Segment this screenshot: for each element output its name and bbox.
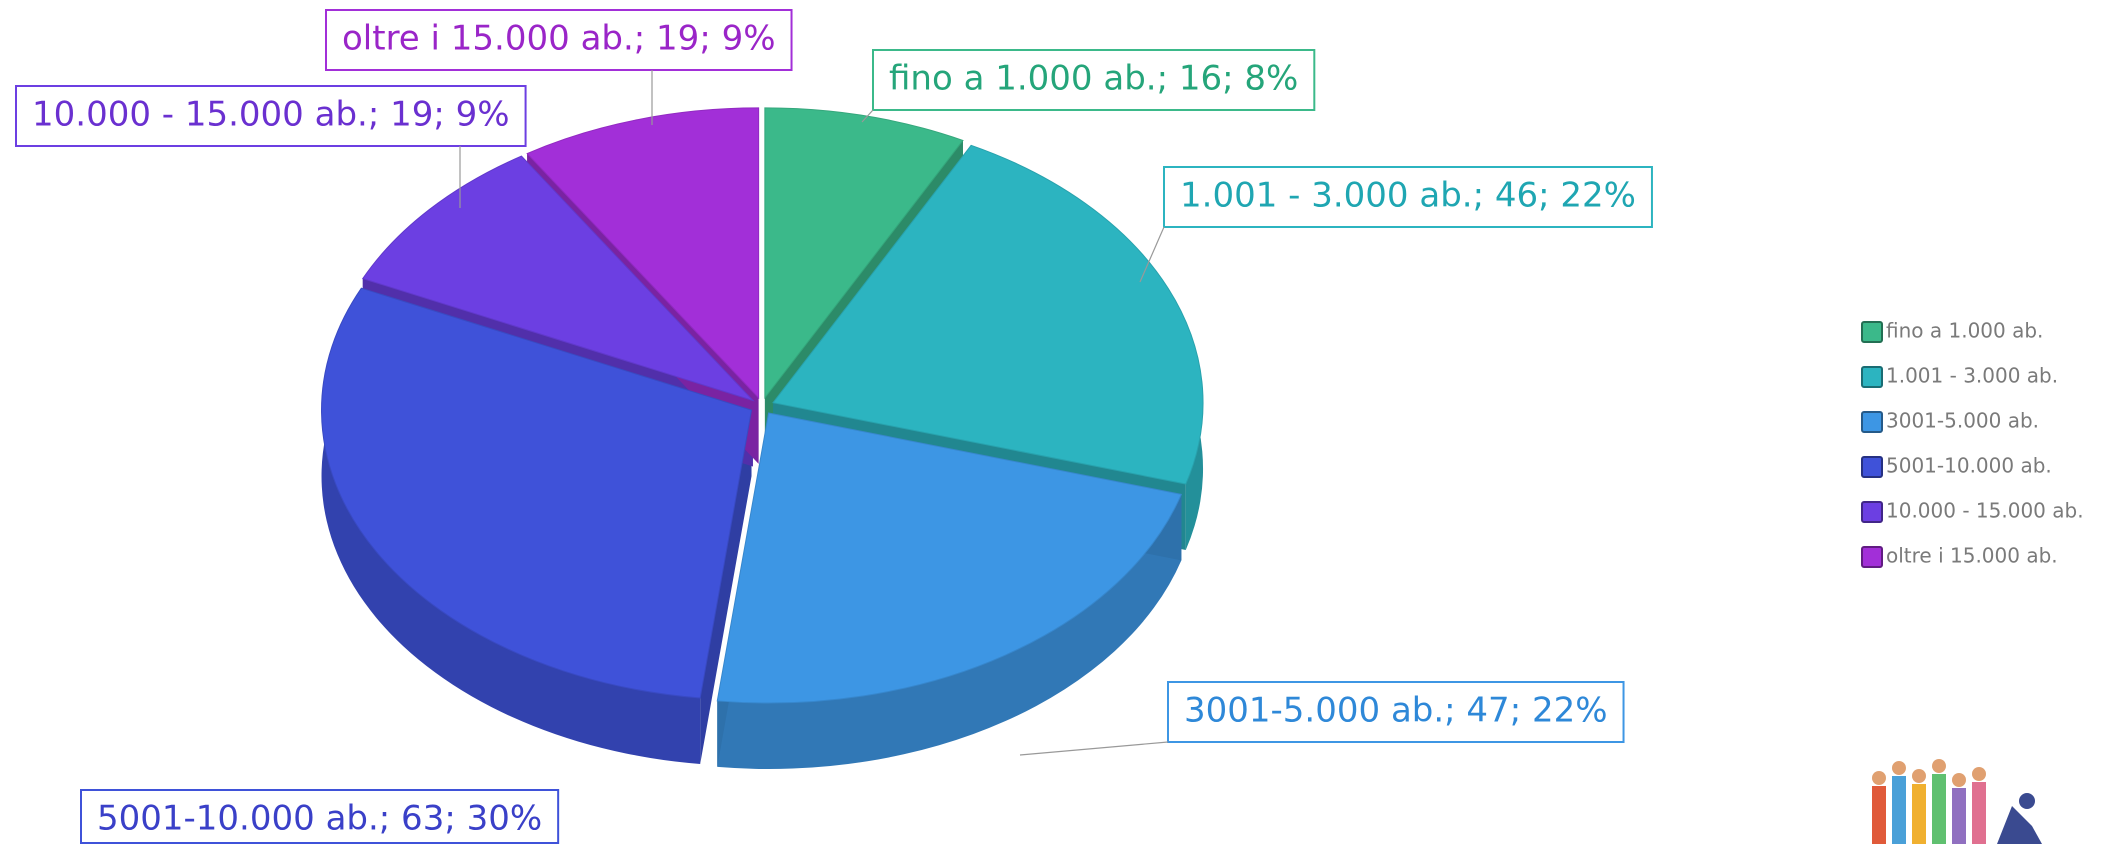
data-label-text: 3001-5.000 ab.; 47; 22%	[1184, 691, 1608, 731]
pie-slice	[772, 144, 1204, 485]
label-box	[1163, 166, 1653, 228]
people-icon	[1872, 759, 2042, 844]
data-label-text: fino a 1.000 ab.; 16; 8%	[889, 59, 1298, 99]
legend-swatch	[1861, 546, 1883, 568]
data-label-text: 5001-10.000 ab.; 63; 30%	[97, 799, 542, 839]
legend-label: 10.000 - 15.000 ab.	[1886, 499, 2084, 523]
data-label-text: 1.001 - 3.000 ab.; 46; 22%	[1180, 176, 1636, 216]
label-box	[325, 9, 793, 71]
legend-swatch	[1861, 366, 1883, 388]
legend-swatch	[1861, 456, 1883, 478]
label-box	[1167, 681, 1625, 743]
pie-slice	[526, 107, 760, 400]
legend-label: 1.001 - 3.000 ab.	[1886, 364, 2058, 388]
pie-slice	[362, 155, 755, 402]
legend-swatch	[1861, 321, 1883, 343]
data-label-text: oltre i 15.000 ab.; 19; 9%	[342, 19, 776, 59]
pie-slice	[321, 287, 753, 699]
data-label: oltre i 15.000 ab.; 19; 9%	[325, 9, 793, 71]
legend-swatch	[1861, 501, 1883, 523]
data-label: 10.000 - 15.000 ab.; 19; 9%	[15, 85, 527, 147]
pie-tops	[321, 107, 1204, 704]
pie-slice	[716, 412, 1183, 704]
data-label: fino a 1.000 ab.; 16; 8%	[872, 49, 1316, 111]
legend-swatch	[1861, 411, 1883, 433]
slice-side	[717, 494, 1182, 770]
legend-label: fino a 1.000 ab.	[1886, 319, 2043, 343]
legend-label: 5001-10.000 ab.	[1886, 454, 2052, 478]
legend-label: oltre i 15.000 ab.	[1886, 544, 2058, 568]
label-box	[80, 789, 560, 844]
label-box	[15, 85, 527, 147]
data-label-text: 10.000 - 15.000 ab.; 19; 9%	[32, 95, 510, 135]
data-label: 3001-5.000 ab.; 47; 22%	[1167, 681, 1625, 743]
leader-line	[861, 109, 874, 123]
leader-line	[1139, 226, 1165, 283]
leader-line	[1019, 741, 1169, 756]
data-label: 1.001 - 3.000 ab.; 46; 22%	[1163, 166, 1653, 228]
label-box	[872, 49, 1316, 111]
slice-side	[321, 288, 701, 765]
legend-label: 3001-5.000 ab.	[1886, 409, 2039, 433]
data-label: 5001-10.000 ab.; 63; 30%	[80, 789, 560, 844]
